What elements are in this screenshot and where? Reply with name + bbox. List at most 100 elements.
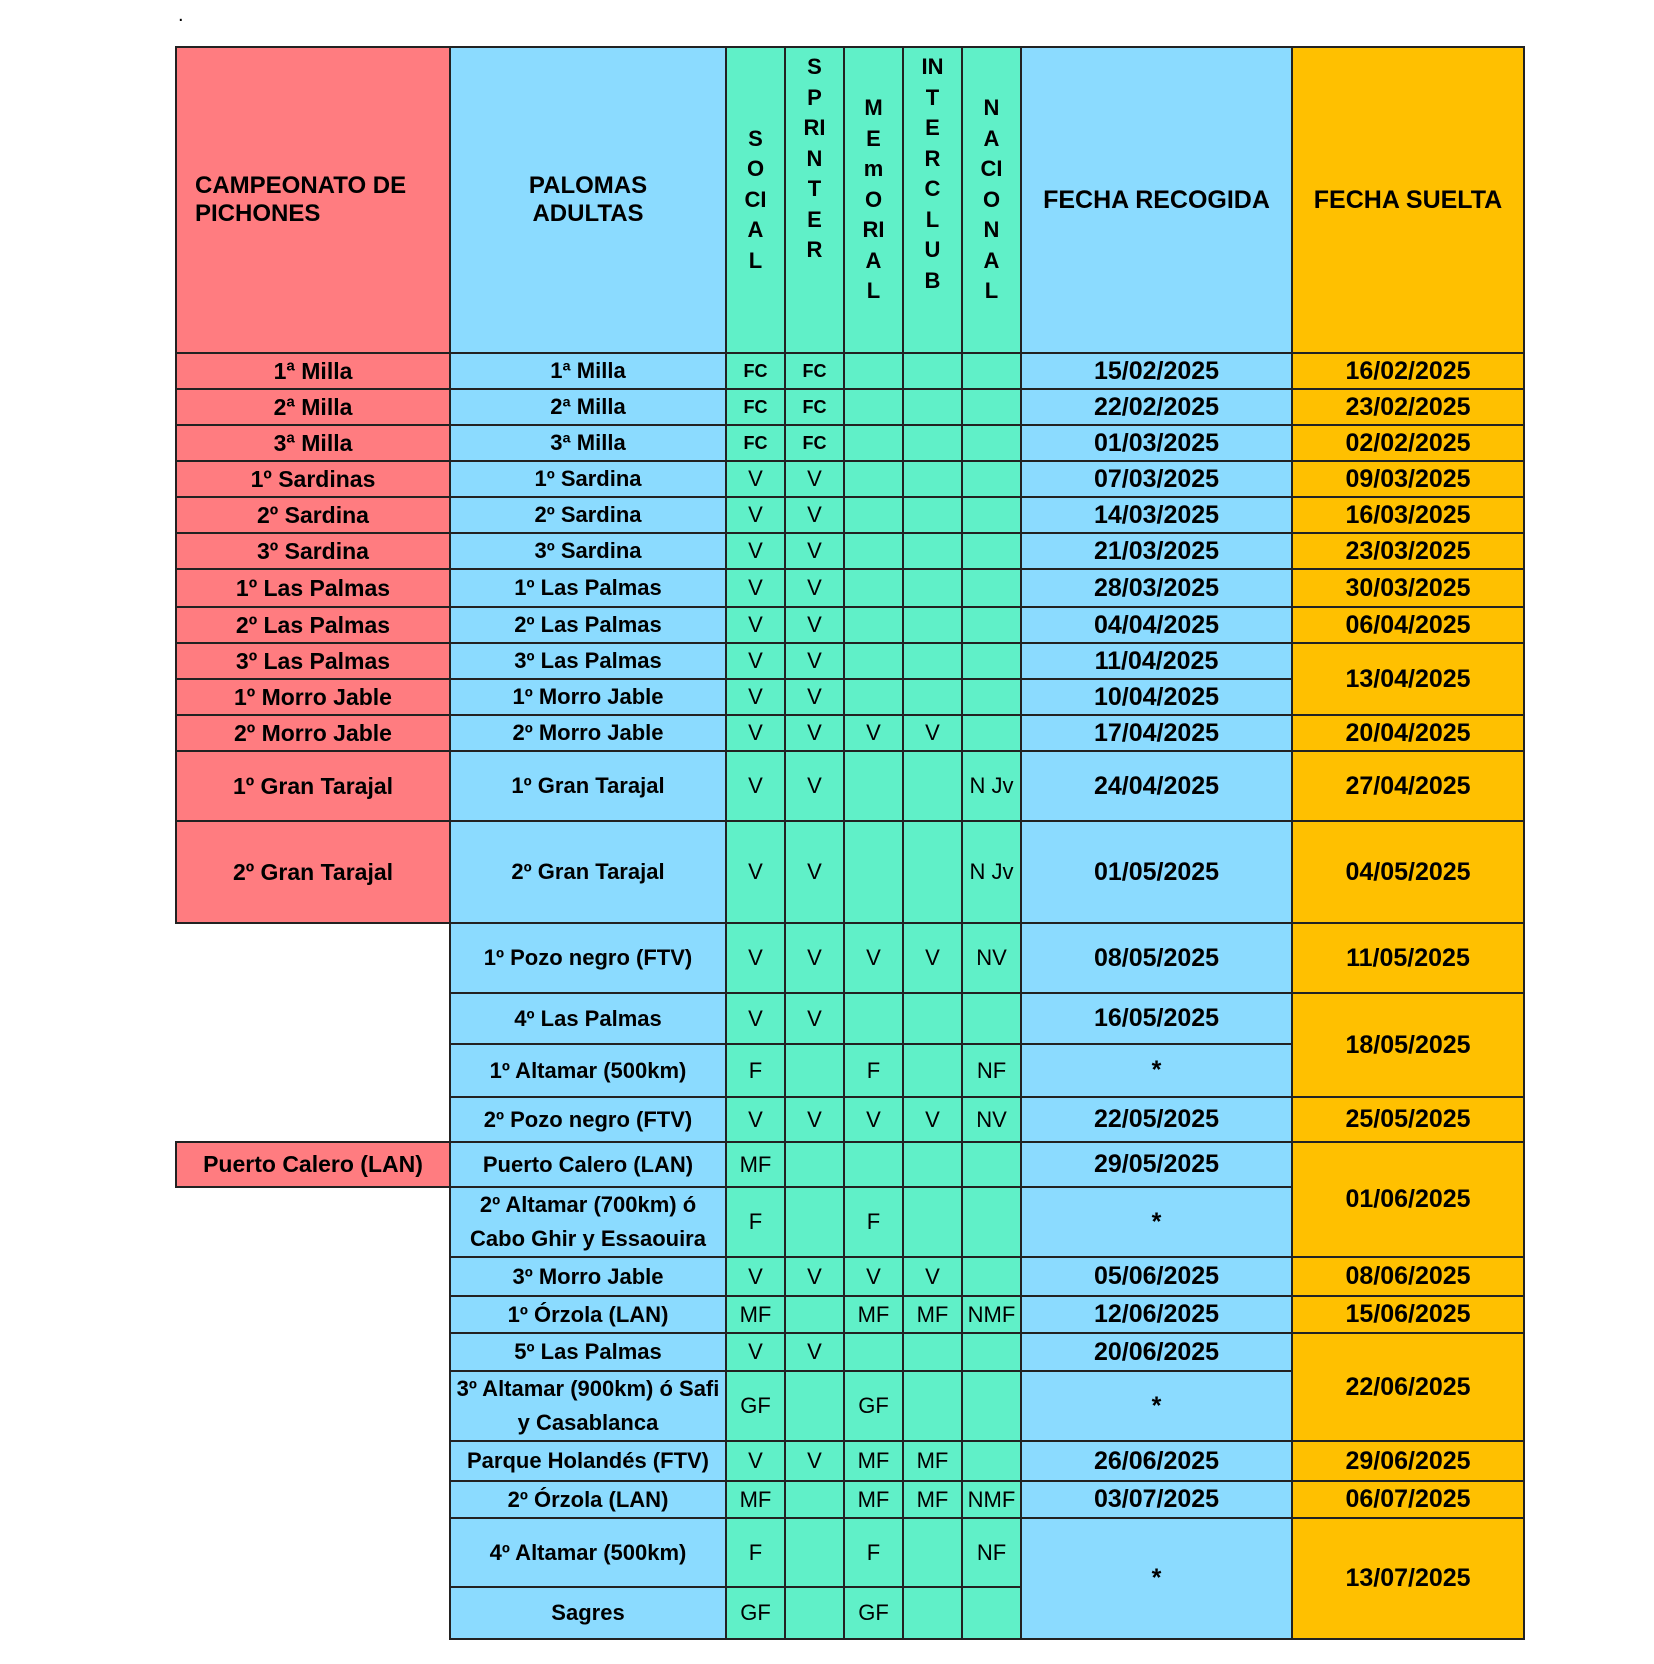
cell-memorial: GF bbox=[843, 1370, 904, 1442]
cell-social: V bbox=[725, 1332, 786, 1372]
header-pichones: CAMPEONATO DE PICHONES bbox=[175, 46, 451, 354]
cell-memorial: MF bbox=[843, 1480, 904, 1519]
cell-adultas: 1º Altamar (500km) bbox=[449, 1043, 727, 1098]
table-row: 2º Las Palmas 2º Las Palmas V V 04/04/2025 06… bbox=[175, 606, 1525, 644]
cell-memorial: V bbox=[843, 714, 904, 752]
header-adultas-text: PALOMAS ADULTAS bbox=[528, 172, 648, 227]
cell-nacional: NV bbox=[961, 922, 1022, 994]
cell-pichones bbox=[176, 1481, 450, 1518]
header-interclub-text: INTERCLUB bbox=[921, 54, 944, 293]
cell-social: MF bbox=[725, 1141, 786, 1188]
cell-nacional bbox=[961, 496, 1022, 534]
cell-fecha-recogida: 17/04/2025 bbox=[1020, 714, 1293, 752]
cell-memorial bbox=[843, 352, 904, 390]
cell-sprinter bbox=[784, 1186, 845, 1258]
table-row: 2º Gran Tarajal 2º Gran Tarajal V V N Jv 01/0… bbox=[175, 820, 1525, 924]
cell-memorial: V bbox=[843, 1256, 904, 1297]
cell-sprinter: FC bbox=[784, 388, 845, 426]
cell-fecha-suelta: 25/05/2025 bbox=[1291, 1096, 1525, 1143]
cell-fecha-recogida: 05/06/2025 bbox=[1020, 1256, 1293, 1297]
cell-fecha-suelta: 04/05/2025 bbox=[1291, 820, 1525, 924]
cell-social: V bbox=[725, 568, 786, 608]
cell-memorial bbox=[843, 992, 904, 1045]
cell-fecha-suelta: 29/06/2025 bbox=[1291, 1440, 1525, 1482]
cell-interclub bbox=[902, 1141, 963, 1188]
table-row: 1º Altamar (500km) F F NF * bbox=[176, 1043, 1524, 1098]
cell-adultas: 1º Pozo negro (FTV) bbox=[449, 922, 727, 994]
cell-interclub bbox=[902, 678, 963, 716]
cell-adultas: Parque Holandés (FTV) bbox=[449, 1440, 727, 1482]
table-row: 1º Gran Tarajal 1º Gran Tarajal V V N Jv 24/0… bbox=[175, 750, 1525, 822]
cell-interclub: V bbox=[902, 1096, 963, 1143]
cell-sprinter bbox=[784, 1043, 845, 1098]
cell-social: V bbox=[725, 460, 786, 498]
cell-memorial bbox=[843, 496, 904, 534]
cell-fecha-suelta: 30/03/2025 bbox=[1291, 568, 1525, 608]
cell-fecha-suelta: 06/04/2025 bbox=[1291, 606, 1525, 644]
cell-pichones: 3º Sardina bbox=[175, 532, 451, 570]
cell-nacional: NMF bbox=[961, 1295, 1022, 1334]
cell-social: MF bbox=[725, 1480, 786, 1519]
cell-pichones bbox=[176, 1187, 450, 1257]
cell-sprinter bbox=[784, 1517, 845, 1588]
cell-sprinter: V bbox=[784, 820, 845, 924]
cell-fecha-suelta: 22/06/2025 bbox=[1291, 1332, 1525, 1442]
cell-memorial: MF bbox=[843, 1295, 904, 1334]
header-adultas: PALOMAS ADULTAS bbox=[449, 46, 727, 354]
cell-memorial bbox=[843, 568, 904, 608]
cell-fecha-recogida: * bbox=[1020, 1043, 1293, 1098]
cell-fecha-suelta: 20/04/2025 bbox=[1291, 714, 1525, 752]
cell-pichones: 1º Morro Jable bbox=[175, 678, 451, 716]
table-row: 4º Altamar (500km) F F NF * 13/07/2025 bbox=[176, 1517, 1525, 1640]
cell-sprinter: V bbox=[784, 714, 845, 752]
cell-sprinter: V bbox=[784, 750, 845, 822]
cell-fecha-recogida: * bbox=[1020, 1517, 1293, 1640]
cell-social: F bbox=[725, 1043, 786, 1098]
cell-interclub bbox=[902, 388, 963, 426]
cell-memorial bbox=[843, 606, 904, 644]
table-row: 3º Altamar (900km) ó Safi y Casablanca GF… bbox=[176, 1370, 1524, 1442]
cell-social: GF bbox=[725, 1586, 786, 1640]
cell-interclub bbox=[902, 1370, 963, 1442]
cell-pichones: 1º Gran Tarajal bbox=[175, 750, 451, 822]
cell-social: FC bbox=[725, 388, 786, 426]
cell-fecha-suelta: 02/02/2025 bbox=[1291, 424, 1525, 462]
cell-interclub bbox=[902, 352, 963, 390]
cell-nacional bbox=[961, 1141, 1022, 1188]
cell-fecha-recogida: 21/03/2025 bbox=[1020, 532, 1293, 570]
cell-fecha-recogida: 08/05/2025 bbox=[1020, 922, 1293, 994]
cell-fecha-recogida: * bbox=[1020, 1370, 1293, 1442]
cell-interclub bbox=[902, 992, 963, 1045]
cell-memorial bbox=[843, 460, 904, 498]
header-interclub: INTERCLUB bbox=[902, 46, 963, 354]
cell-memorial bbox=[843, 820, 904, 924]
cell-social: V bbox=[725, 922, 786, 994]
cell-pichones bbox=[176, 1518, 450, 1587]
cell-social: V bbox=[725, 678, 786, 716]
cell-social: FC bbox=[725, 352, 786, 390]
cell-fecha-recogida: 29/05/2025 bbox=[1020, 1141, 1293, 1188]
cell-fecha-suelta: 23/03/2025 bbox=[1291, 532, 1525, 570]
cell-interclub bbox=[902, 496, 963, 534]
cell-nacional bbox=[961, 678, 1022, 716]
cell-sprinter: V bbox=[784, 606, 845, 644]
cell-pichones: 2º Morro Jable bbox=[175, 714, 451, 752]
table-row: 1º Pozo negro (FTV) V V V V NV 08/05/2025 11/05… bbox=[176, 922, 1525, 994]
table-row: 3º Morro Jable V V V V 05/06/2025 08/06/2025 bbox=[176, 1256, 1525, 1297]
cell-pichones: 3ª Milla bbox=[175, 424, 451, 462]
cell-nacional: N Jv bbox=[961, 750, 1022, 822]
cell-social: GF bbox=[725, 1370, 786, 1442]
cell-sprinter: V bbox=[784, 1096, 845, 1143]
cell-interclub: MF bbox=[902, 1480, 963, 1519]
cell-social: V bbox=[725, 750, 786, 822]
table-row: 1º Sardinas 1º Sardina V V 07/03/2025 09/03/2… bbox=[175, 460, 1525, 498]
cell-sprinter: FC bbox=[784, 352, 845, 390]
cell-nacional bbox=[961, 424, 1022, 462]
cell-social: V bbox=[725, 642, 786, 680]
header-social: SOCIAL bbox=[725, 46, 786, 354]
cell-pichones bbox=[176, 993, 450, 1044]
cell-pichones: 2º Las Palmas bbox=[175, 606, 451, 644]
cell-nacional: NF bbox=[961, 1517, 1022, 1588]
header-suelta: FECHA SUELTA bbox=[1291, 46, 1525, 354]
cell-social: V bbox=[725, 606, 786, 644]
